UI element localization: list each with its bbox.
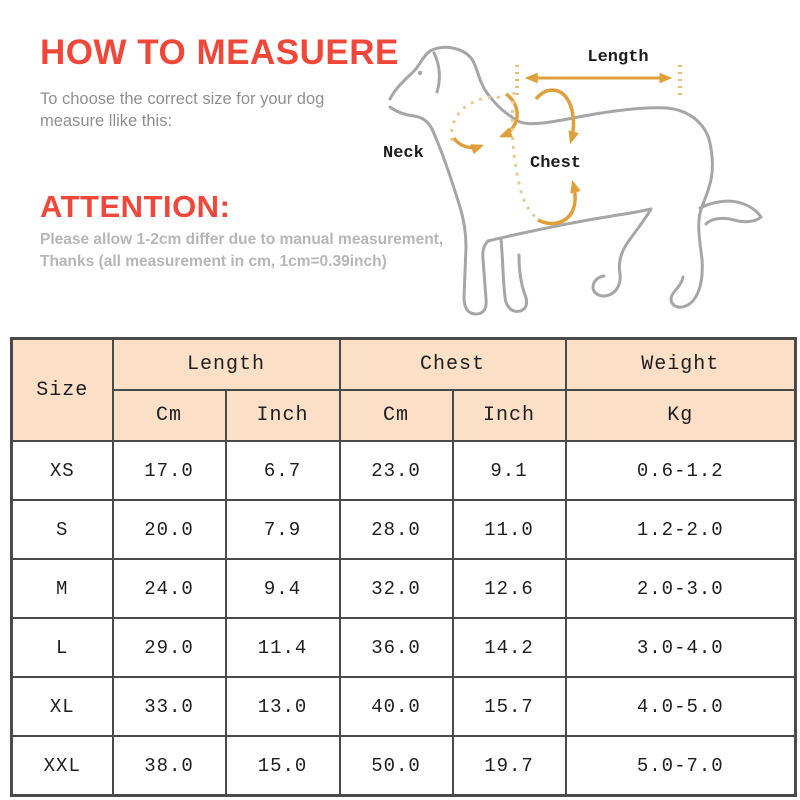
cell-chest-cm: 50.0 <box>338 735 454 797</box>
attention-heading: ATTENTION: <box>40 189 231 224</box>
table-row-xxl: XXL 38.0 15.0 50.0 19.7 5.0-7.0 <box>10 735 797 797</box>
measure-instructions-line2: measure llike this: <box>40 111 173 130</box>
cell-length-cm: 24.0 <box>111 558 227 619</box>
cell-chest-inch: 15.7 <box>451 676 567 737</box>
cell-size: XL <box>10 676 114 737</box>
table-header-row-groups: Size Length Chest Weight <box>10 337 797 442</box>
cell-chest-inch: 14.2 <box>451 617 567 678</box>
col-header-chest-cm: Cm <box>338 389 454 442</box>
col-header-weight-kg: Kg <box>564 389 797 442</box>
cell-size: S <box>10 499 114 560</box>
attention-note-line1: Please allow 1-2cm differ due to manual … <box>40 231 444 248</box>
table-row-xl: XL 33.0 13.0 40.0 15.7 4.0-5.0 <box>10 676 797 737</box>
dog-outline <box>388 45 763 316</box>
chest-arrow-bottom <box>537 179 581 226</box>
attention-note: Please allow 1-2cm differ due to manual … <box>40 229 460 273</box>
cell-weight: 2.0-3.0 <box>564 558 797 619</box>
table-row-xs: XS 17.0 6.7 23.0 9.1 0.6-1.2 <box>10 440 797 501</box>
cell-length-inch: 13.0 <box>224 676 341 737</box>
cell-length-cm: 29.0 <box>111 617 227 678</box>
cell-weight: 4.0-5.0 <box>564 676 797 737</box>
cell-weight: 1.2-2.0 <box>564 499 797 560</box>
cell-chest-inch: 19.7 <box>451 735 567 797</box>
neck-arrow-around <box>452 136 485 155</box>
cell-chest-inch: 12.6 <box>451 558 567 619</box>
neck-label: Neck <box>383 144 424 163</box>
table-row-s: S 20.0 7.9 28.0 11.0 1.2-2.0 <box>10 499 797 560</box>
measure-instructions-line1: To choose the correct size for your dog <box>40 90 325 108</box>
chest-label: Chest <box>530 154 581 173</box>
chest-arrow-top <box>534 88 579 145</box>
dog-belly <box>486 207 653 243</box>
cell-chest-cm: 28.0 <box>338 499 454 560</box>
cell-length-cm: 38.0 <box>111 735 227 797</box>
table-row-m: M 24.0 9.4 32.0 12.6 2.0-3.0 <box>10 558 797 619</box>
table-row-l: L 29.0 11.4 36.0 14.2 3.0-4.0 <box>10 617 797 678</box>
chest-dashed-line <box>510 91 541 223</box>
measure-instructions: To choose the correct size for your dog … <box>40 89 360 133</box>
attention-note-line2: Thanks (all measurement in cm, 1cm=0.39i… <box>40 253 387 270</box>
dog-eye <box>417 70 423 76</box>
cell-weight: 3.0-4.0 <box>564 617 797 678</box>
cell-size: L <box>10 617 114 678</box>
measure-annotations <box>449 65 682 226</box>
cell-length-inch: 6.7 <box>224 440 341 501</box>
cell-length-cm: 20.0 <box>111 499 227 560</box>
col-group-length: Length <box>111 337 341 391</box>
col-group-weight: Weight <box>564 337 797 391</box>
col-header-length-cm: Cm <box>111 389 227 442</box>
cell-weight: 5.0-7.0 <box>564 735 797 797</box>
table-header-row-units: Cm Inch Cm Inch Kg <box>12 389 797 442</box>
cell-length-cm: 33.0 <box>111 676 227 737</box>
dog-far-frontleg <box>499 237 529 313</box>
dog-rearleg <box>591 207 653 298</box>
cell-weight: 0.6-1.2 <box>564 440 797 501</box>
cell-length-inch: 15.0 <box>224 735 341 797</box>
col-group-chest: Chest <box>338 337 567 391</box>
cell-size: XS <box>10 440 114 501</box>
page-title: HOW TO MEASUERE <box>40 33 399 72</box>
dog-throat-frontleg <box>388 105 490 316</box>
cell-chest-cm: 40.0 <box>338 676 454 737</box>
cell-chest-cm: 36.0 <box>338 617 454 678</box>
col-header-size: Size <box>10 337 114 442</box>
cell-chest-cm: 32.0 <box>338 558 454 619</box>
dog-head-back-rear <box>388 45 714 309</box>
dog-measure-diagram: Length Neck Chest <box>383 45 763 316</box>
dog-ear <box>432 51 441 94</box>
cell-length-inch: 7.9 <box>224 499 341 560</box>
length-label: Length <box>587 48 648 67</box>
cell-chest-inch: 11.0 <box>451 499 567 560</box>
size-table: Size Length Chest Weight Cm Inch Cm Inch… <box>10 337 798 797</box>
cell-size: M <box>10 558 114 619</box>
dog-tail <box>698 199 763 226</box>
cell-chest-inch: 9.1 <box>451 440 567 501</box>
cell-chest-cm: 23.0 <box>338 440 454 501</box>
cell-length-cm: 17.0 <box>111 440 227 501</box>
cell-length-inch: 11.4 <box>224 617 341 678</box>
col-header-length-inch: Inch <box>224 389 341 442</box>
cell-length-inch: 9.4 <box>224 558 341 619</box>
cell-size: XXL <box>10 735 114 797</box>
col-header-chest-inch: Inch <box>451 389 567 442</box>
